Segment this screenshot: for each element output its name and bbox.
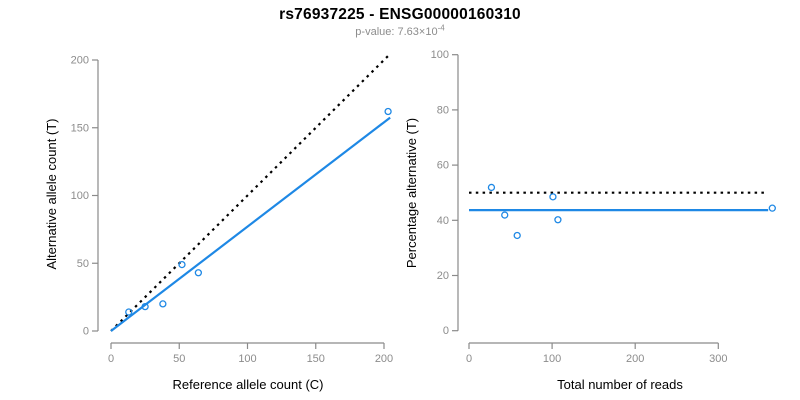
- data-point: [487, 183, 496, 192]
- allele-count-plot: 0 50 100 150 200 0 50 100 150 200 Reference allele…: [44, 55, 393, 393]
- y-tick-label: 150: [71, 122, 89, 134]
- x-axis-title: Reference allele count (C): [172, 377, 323, 392]
- data-point: [501, 211, 509, 219]
- y-tick-label: 40: [437, 215, 449, 227]
- fit-line: [110, 116, 391, 332]
- data-point: [159, 300, 167, 308]
- y-tick-label: 20: [437, 270, 449, 282]
- data-point: [194, 269, 203, 277]
- percentage-reads-plot: 0 20 40 60 80 100 0 100 200 300 Total number of re…: [404, 49, 776, 392]
- y-tick-label: 0: [443, 325, 449, 337]
- x-tick-label: 200: [626, 353, 644, 365]
- x-tick-label: 0: [466, 353, 472, 365]
- x-tick-label: 50: [173, 353, 185, 365]
- x-tick-label: 100: [238, 353, 256, 365]
- data-point: [768, 204, 776, 212]
- x-axis-title: Total number of reads: [557, 377, 683, 392]
- y-tick-label: 100: [71, 190, 89, 202]
- data-point: [554, 216, 562, 224]
- data-point: [125, 308, 133, 316]
- data-point: [513, 231, 521, 240]
- y-tick-label: 50: [77, 258, 89, 270]
- y-tick-label: 100: [431, 49, 449, 61]
- x-tick-label: 0: [108, 353, 114, 365]
- identity-line: [110, 55, 389, 332]
- x-tick-label: 100: [543, 353, 561, 365]
- x-tick-label: 200: [375, 353, 393, 365]
- x-tick-label: 300: [709, 353, 727, 365]
- y-axis-title: Alternative allele count (T): [44, 118, 59, 269]
- data-point: [384, 107, 392, 116]
- y-tick-label: 80: [437, 104, 449, 116]
- x-tick-label: 150: [307, 353, 325, 365]
- y-axis-title: Percentage alternative (T): [404, 118, 419, 268]
- y-tick-label: 0: [83, 326, 89, 338]
- y-tick-label: 60: [437, 160, 449, 172]
- data-point: [549, 193, 557, 201]
- y-tick-label: 200: [71, 55, 89, 67]
- data-point: [141, 302, 149, 311]
- data-point: [178, 260, 186, 269]
